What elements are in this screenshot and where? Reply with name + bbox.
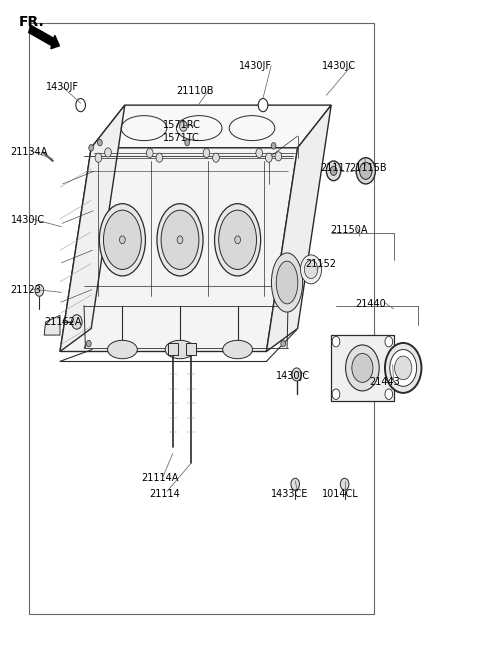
Text: 21115B: 21115B	[349, 162, 387, 173]
Circle shape	[105, 148, 111, 157]
Circle shape	[258, 99, 268, 112]
Text: 1571TC: 1571TC	[163, 133, 200, 143]
Polygon shape	[44, 315, 60, 335]
Circle shape	[300, 255, 322, 284]
Text: 21150A: 21150A	[330, 225, 368, 235]
Circle shape	[235, 236, 240, 244]
Circle shape	[156, 153, 163, 162]
Ellipse shape	[157, 204, 203, 276]
Circle shape	[304, 260, 318, 279]
Polygon shape	[60, 105, 125, 351]
Circle shape	[35, 284, 44, 296]
Circle shape	[390, 350, 417, 386]
Text: 21123: 21123	[11, 285, 41, 296]
Text: 21114: 21114	[149, 489, 180, 499]
Ellipse shape	[165, 340, 195, 359]
Polygon shape	[266, 105, 331, 351]
Ellipse shape	[223, 340, 252, 359]
Circle shape	[72, 315, 82, 329]
Circle shape	[203, 148, 210, 158]
Text: 21134A: 21134A	[11, 147, 48, 158]
Circle shape	[120, 236, 125, 244]
Circle shape	[271, 143, 276, 149]
Circle shape	[265, 153, 272, 162]
Text: 1430JC: 1430JC	[276, 371, 310, 381]
Text: 21152: 21152	[305, 259, 336, 269]
FancyArrow shape	[29, 25, 60, 49]
Ellipse shape	[215, 204, 261, 276]
Text: 21440: 21440	[355, 298, 386, 309]
Text: 21443: 21443	[370, 377, 400, 388]
Polygon shape	[91, 105, 331, 148]
Text: 21114A: 21114A	[142, 473, 179, 484]
Circle shape	[185, 139, 190, 146]
Circle shape	[291, 478, 300, 490]
Circle shape	[281, 340, 286, 347]
Circle shape	[332, 389, 340, 399]
Circle shape	[385, 336, 393, 347]
Circle shape	[275, 152, 282, 161]
Circle shape	[395, 356, 412, 380]
Circle shape	[177, 236, 183, 244]
Circle shape	[213, 153, 219, 162]
Text: 21117: 21117	[321, 162, 351, 173]
Circle shape	[340, 478, 349, 490]
Text: 21162A: 21162A	[44, 317, 82, 327]
Circle shape	[180, 121, 187, 131]
Ellipse shape	[104, 210, 141, 269]
Circle shape	[97, 139, 102, 146]
Ellipse shape	[161, 210, 199, 269]
Text: 1430JF: 1430JF	[46, 81, 79, 92]
Circle shape	[256, 148, 263, 158]
Circle shape	[76, 99, 85, 112]
Text: 1430JC: 1430JC	[11, 215, 45, 225]
Circle shape	[332, 336, 340, 347]
Text: 1433CE: 1433CE	[271, 489, 309, 499]
FancyBboxPatch shape	[168, 343, 178, 355]
FancyBboxPatch shape	[186, 343, 196, 355]
Circle shape	[385, 389, 393, 399]
Ellipse shape	[108, 340, 137, 359]
Circle shape	[95, 153, 102, 162]
Circle shape	[292, 368, 301, 381]
FancyBboxPatch shape	[331, 335, 394, 401]
Circle shape	[352, 353, 373, 382]
Polygon shape	[60, 148, 298, 351]
Text: 1014CL: 1014CL	[322, 489, 359, 499]
Text: 1430JF: 1430JF	[239, 60, 272, 71]
Circle shape	[330, 166, 337, 175]
Circle shape	[360, 162, 372, 179]
Ellipse shape	[271, 253, 302, 312]
Text: 1430JC: 1430JC	[322, 60, 356, 71]
Circle shape	[356, 158, 375, 184]
Ellipse shape	[219, 210, 256, 269]
Bar	[29, 23, 374, 614]
Ellipse shape	[99, 204, 145, 276]
Text: 21110B: 21110B	[177, 85, 214, 96]
Text: FR.: FR.	[19, 15, 45, 29]
Circle shape	[385, 343, 421, 393]
Circle shape	[146, 148, 153, 158]
Ellipse shape	[276, 261, 298, 304]
Text: 1571RC: 1571RC	[163, 120, 201, 130]
Circle shape	[346, 345, 379, 391]
Circle shape	[86, 340, 91, 347]
Circle shape	[89, 145, 94, 151]
Circle shape	[326, 161, 341, 181]
